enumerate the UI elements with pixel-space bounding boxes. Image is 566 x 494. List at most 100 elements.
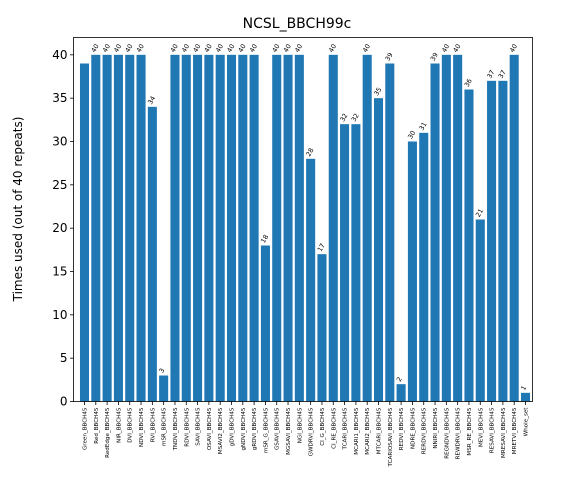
data-label: 40 [282,43,293,54]
bar [328,54,338,402]
bar [193,54,203,402]
x-tick-label: GSAVI_BBCH45 [275,407,281,450]
data-label: 40 [361,43,372,54]
data-label: 40 [451,43,462,54]
x-tick-label: RESAVI_BBCH45 [490,407,496,453]
x-tick-label: MGSAVI_BBCH45 [286,407,292,455]
data-label: 40 [271,43,282,54]
bar [453,54,463,402]
x-tick-label: DVI_BBCH45 [128,407,134,443]
data-label: 40 [101,43,112,54]
bar [249,54,259,402]
data-label: 40 [327,43,338,54]
data-label: 2 [395,376,404,384]
bars-group [79,54,531,402]
x-tick-label: REGNDVI_BBCH45 [444,407,450,459]
x-tick-label: SAVI_BBCH45 [196,407,202,446]
data-label: 40 [248,43,259,54]
data-label: 39 [429,51,440,62]
plot-frame [73,37,533,402]
y-axis-label: Times used (out of 40 repeats) [11,117,25,303]
data-label: 36 [463,77,474,88]
x-tick-label: MRESAVI_BBCH45 [501,407,507,458]
x-tick-label: NDVI_BBCH45 [139,407,145,447]
x-tick-label: NIR_BBCH45 [116,407,122,443]
bar [272,54,282,402]
y-tick-label: 0 [60,395,68,409]
bar [441,54,451,402]
x-tick-label: NNIRI_BBCH45 [433,407,439,449]
x-tick-label: GWDRVI_BBCH45 [309,407,315,456]
x-tick-label: RDVI_BBCH45 [184,407,190,447]
x-tick-label: TCARI_BBCH45 [343,407,349,450]
y-tick-label: 25 [52,178,67,192]
x-tick-label: NDRE_BBCH45 [410,407,416,449]
data-label: 28 [304,147,315,158]
bar [520,392,531,402]
bar [238,54,248,402]
bar [113,54,123,402]
bar [306,158,316,402]
data-label: 40 [90,43,101,54]
x-tick-label: REWDRVI_BBCH45 [456,407,462,459]
bar [125,54,135,402]
y-axis-ticks: 0 5 10 15 20 25 30 35 40 [52,48,74,409]
x-tick-label: CI_G_BBCH45 [320,407,326,446]
bar [204,54,214,402]
x-tick-label: MRETVI_BBCH45 [512,407,518,454]
bar [396,384,406,402]
data-label: 40 [135,43,146,54]
x-tick-label: TCARIOSAVI_BBCH45 [388,407,394,467]
bar [102,54,112,402]
x-axis-ticks: Green_BBCH45 Red_BBCH45 RedEdge_BBCH45 NIR_… [83,401,530,467]
x-tick-label: TNDVI_BBCH45 [173,407,179,451]
bar [340,124,350,402]
data-label: 40 [169,43,180,54]
x-tick-label: Red_BBCH45 [94,407,100,444]
bar [147,106,157,402]
data-label: 32 [350,112,361,123]
bar [362,54,372,402]
bar [181,54,191,402]
x-tick-label: RERDVI_BBCH45 [422,407,428,454]
x-tick-label: NGI_BBCH45 [297,407,303,443]
bar [317,254,327,402]
data-label: 35 [372,86,383,97]
bar [475,219,485,402]
bar [226,54,237,402]
x-tick-label: mSR_G_BBCH45 [263,407,269,453]
x-tick-label: MEVI_BBCH45 [478,407,484,447]
data-label: 18 [259,233,270,244]
x-tick-label: RVI_BBCH45 [150,407,156,442]
bar [294,54,304,402]
x-tick-label: OSAVI_BBCH45 [207,407,213,450]
bar [419,132,429,402]
data-label: 40 [237,43,248,54]
x-tick-label: REDVI_BBCH45 [399,407,405,450]
bar [430,63,440,402]
x-tick-label: RedEdge_BBCH45 [105,407,111,458]
data-label: 40 [508,43,519,54]
y-tick-label: 20 [52,221,67,235]
x-tick-label: MCARI2_BBCH45 [365,407,371,455]
bar [91,54,101,402]
data-label: 17 [316,242,327,253]
y-tick-label: 40 [52,48,67,62]
bar [159,375,169,402]
y-tick-label: 30 [52,135,67,149]
data-label: 32 [338,112,349,123]
bar [385,63,395,402]
bar [170,54,180,402]
x-tick-label: CI_RE_BBCH45 [331,407,337,449]
y-tick-label: 35 [52,91,67,105]
bar [373,98,384,402]
data-label: 40 [112,43,123,54]
bar [215,54,225,402]
data-label: 40 [225,43,236,54]
data-label: 21 [474,207,485,218]
data-label: 40 [203,43,214,54]
data-label: 39 [384,51,395,62]
data-label: 37 [485,69,496,80]
